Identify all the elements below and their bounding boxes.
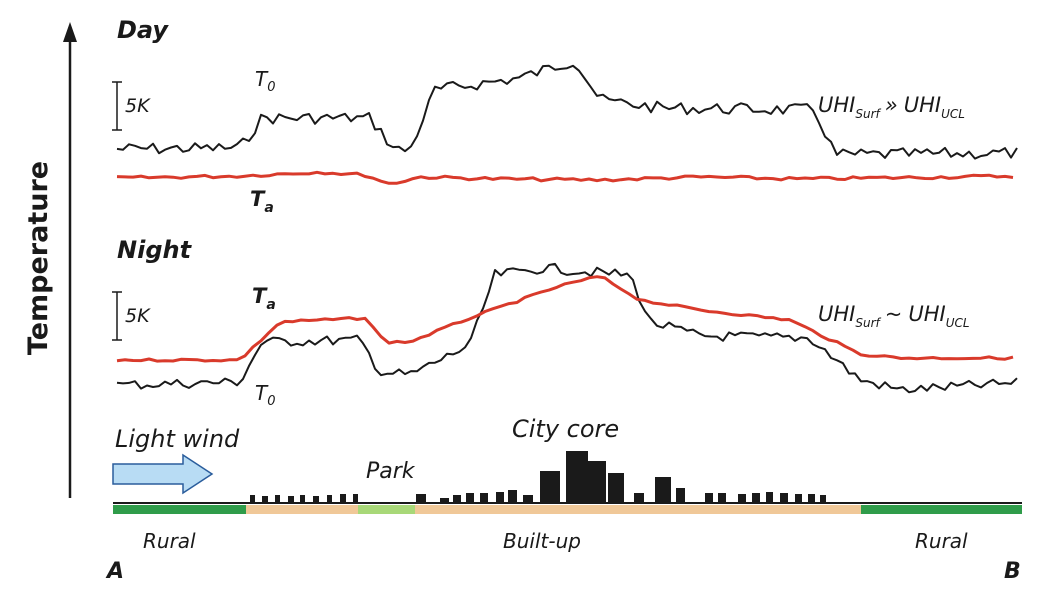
builtup-zone-band-left	[246, 505, 358, 514]
building-7	[340, 494, 346, 503]
day-air-temperature-line	[116, 170, 1014, 185]
night-title: Night	[117, 236, 193, 264]
city-core-label: City core	[512, 415, 619, 443]
building-13	[480, 493, 488, 503]
night-air-label: Ta	[252, 284, 276, 313]
end-label-a: A	[105, 559, 124, 584]
temperature-axis-label: Temperature	[23, 161, 54, 355]
wind-label: Light wind	[115, 425, 240, 453]
building-11	[453, 495, 461, 503]
building-31	[808, 494, 815, 503]
building-16	[523, 495, 533, 503]
building-22	[655, 477, 671, 503]
park-label: Park	[366, 459, 416, 484]
wind-arrow-icon	[112, 453, 214, 495]
building-1	[262, 496, 268, 503]
night-scale-label: 5K	[125, 305, 151, 327]
night-surface-temperature-line	[116, 262, 1018, 394]
day-scale-label: 5K	[125, 95, 151, 117]
night-scale-bar	[112, 291, 122, 341]
building-26	[738, 494, 746, 503]
building-9	[416, 494, 426, 503]
building-25	[718, 493, 726, 503]
building-20	[608, 473, 624, 503]
day-scale-bar	[112, 81, 122, 131]
building-8	[353, 494, 358, 503]
day-relation-label: UHISurf» UHIUCL	[818, 93, 965, 121]
day-surface-temperature-line	[116, 64, 1018, 160]
night-surface-label: T0	[255, 381, 276, 409]
building-2	[275, 495, 280, 503]
building-15	[508, 490, 517, 503]
buildings	[250, 451, 826, 503]
day-title: Day	[117, 16, 169, 44]
rural-zone-left-band	[113, 505, 246, 514]
building-6	[327, 495, 332, 503]
building-24	[705, 493, 713, 503]
rural-label-right: Rural	[915, 529, 968, 553]
rural-zone-right-band	[861, 505, 1022, 514]
park-zone-band	[358, 505, 415, 514]
building-5	[313, 496, 319, 503]
building-17	[540, 471, 560, 503]
building-28	[766, 492, 773, 503]
rural-label-left: Rural	[143, 529, 196, 553]
building-0	[250, 495, 255, 503]
builtup-zone-band-right	[415, 505, 861, 514]
building-10	[440, 498, 449, 503]
building-18	[566, 451, 588, 503]
building-32	[820, 495, 826, 503]
day-air-label: Ta	[250, 187, 274, 216]
building-14	[496, 492, 504, 503]
axis-arrowhead	[63, 22, 77, 42]
building-30	[795, 494, 802, 503]
building-21	[634, 493, 644, 503]
night-air-temperature-line	[116, 275, 1014, 363]
building-19	[588, 461, 606, 503]
building-3	[288, 496, 294, 503]
builtup-label: Built-up	[503, 529, 581, 553]
building-27	[752, 493, 760, 503]
building-29	[780, 493, 788, 503]
end-label-b: B	[1004, 559, 1021, 584]
building-4	[300, 495, 305, 503]
day-surface-label: T0	[255, 67, 276, 95]
night-relation-label: UHISurf ~ UHIUCL	[818, 302, 970, 330]
building-12	[466, 493, 474, 503]
building-23	[676, 488, 685, 503]
